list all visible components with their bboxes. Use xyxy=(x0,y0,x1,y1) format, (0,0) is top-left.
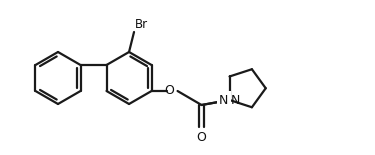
Text: Br: Br xyxy=(135,18,148,31)
Text: O: O xyxy=(196,131,207,144)
Text: O: O xyxy=(165,84,174,97)
Text: N: N xyxy=(231,93,240,106)
Text: N: N xyxy=(219,93,228,106)
